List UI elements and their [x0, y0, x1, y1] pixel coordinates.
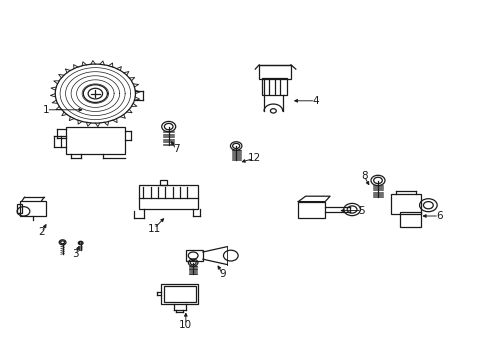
Text: 3: 3: [72, 249, 79, 259]
Text: 5: 5: [358, 206, 365, 216]
Text: 1: 1: [43, 105, 50, 115]
Text: 11: 11: [147, 224, 161, 234]
Bar: [66, 127, 124, 154]
Text: 10: 10: [179, 320, 192, 330]
Bar: [259, 65, 290, 79]
Text: 6: 6: [435, 211, 442, 221]
Text: 8: 8: [360, 171, 367, 181]
Bar: [160, 180, 166, 185]
Bar: [163, 286, 195, 302]
Text: 2: 2: [38, 227, 45, 237]
Bar: [399, 212, 420, 227]
Bar: [261, 78, 286, 95]
Bar: [390, 194, 420, 214]
Text: 7: 7: [172, 144, 179, 154]
Text: 9: 9: [219, 269, 225, 279]
Bar: [20, 201, 46, 216]
Bar: [139, 185, 198, 209]
Bar: [17, 204, 22, 213]
Bar: [298, 202, 325, 218]
Text: 4: 4: [311, 96, 318, 106]
Bar: [185, 250, 203, 261]
Bar: [161, 284, 198, 304]
Text: 12: 12: [247, 153, 261, 163]
